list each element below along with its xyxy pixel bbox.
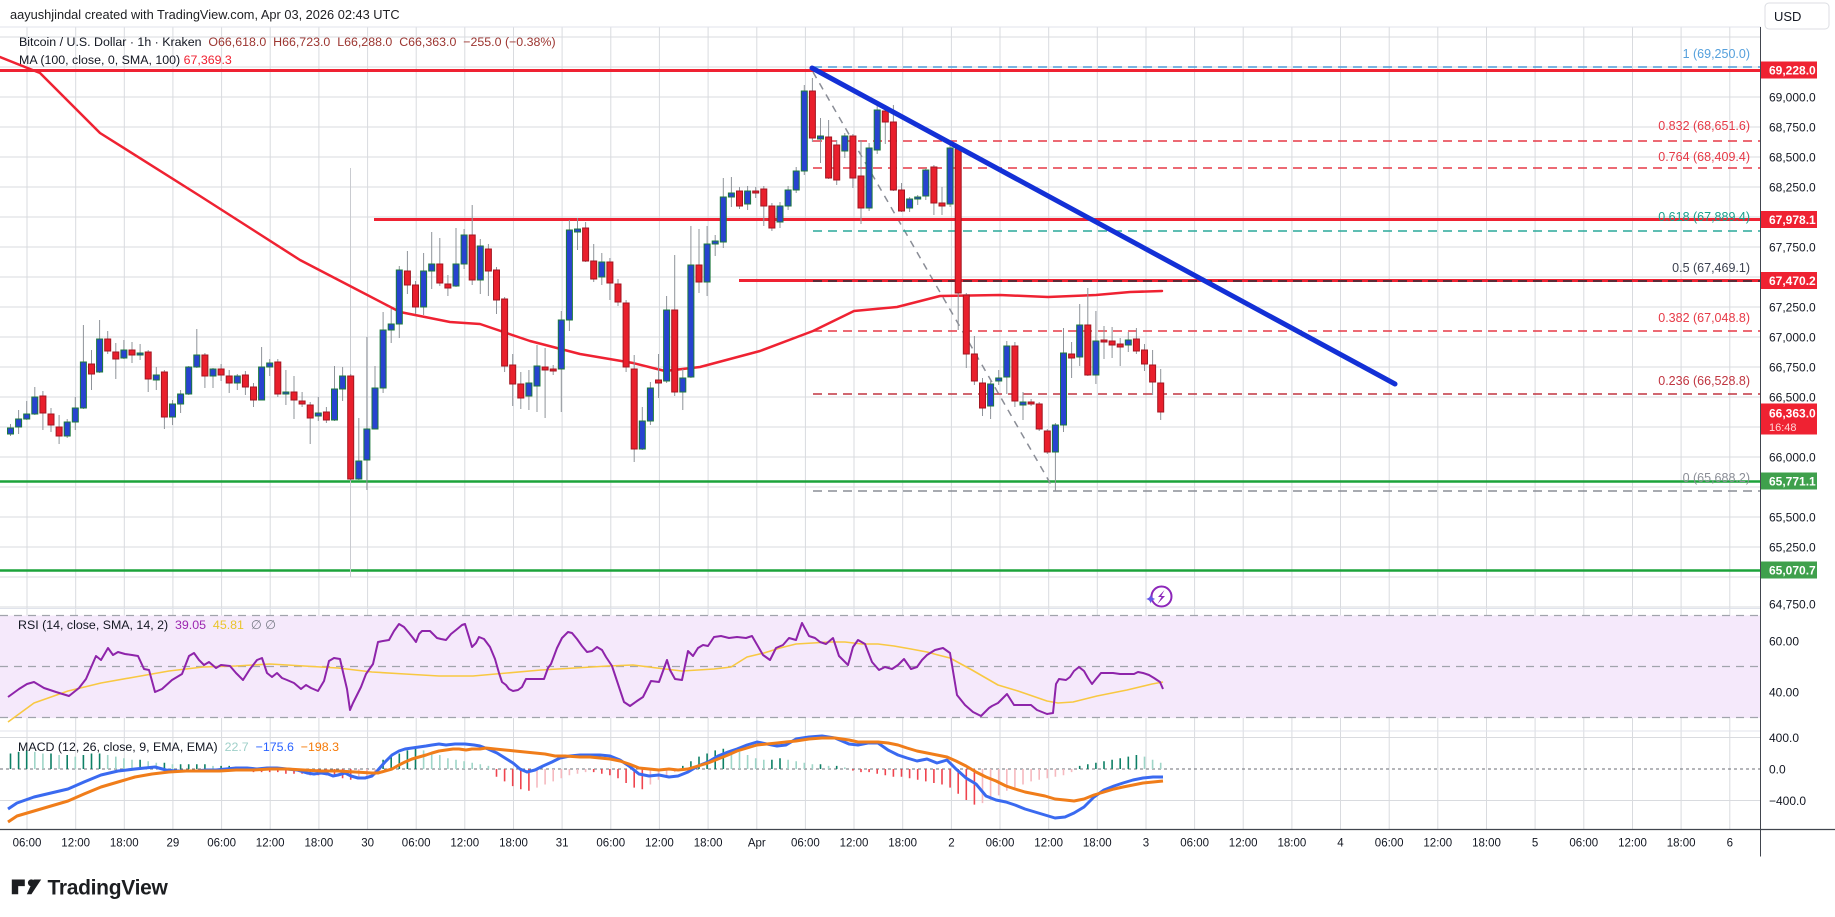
svg-text:06:00: 06:00 <box>1569 838 1598 850</box>
svg-text:69,228.0: 69,228.0 <box>1769 64 1816 78</box>
svg-text:67,470.2: 67,470.2 <box>1769 274 1816 288</box>
svg-text:18:00: 18:00 <box>1472 838 1501 850</box>
svg-text:67,000.0: 67,000.0 <box>1769 331 1816 345</box>
svg-text:0.236 (66,528.8): 0.236 (66,528.8) <box>1658 374 1750 388</box>
svg-text:06:00: 06:00 <box>402 838 431 850</box>
svg-text:6: 6 <box>1727 838 1733 850</box>
svg-text:12:00: 12:00 <box>61 838 90 850</box>
svg-text:31: 31 <box>556 838 569 850</box>
svg-text:67,250.0: 67,250.0 <box>1769 301 1816 315</box>
svg-text:18:00: 18:00 <box>694 838 723 850</box>
svg-text:18:00: 18:00 <box>110 838 139 850</box>
svg-text:06:00: 06:00 <box>13 838 42 850</box>
svg-text:65,500.0: 65,500.0 <box>1769 511 1816 525</box>
svg-text:400.0: 400.0 <box>1769 731 1799 745</box>
svg-text:06:00: 06:00 <box>596 838 625 850</box>
svg-text:30: 30 <box>361 838 374 850</box>
svg-text:0 (65,688.2): 0 (65,688.2) <box>1683 471 1750 485</box>
svg-text:12:00: 12:00 <box>840 838 869 850</box>
svg-text:18:00: 18:00 <box>1278 838 1307 850</box>
svg-text:USD: USD <box>1774 9 1801 24</box>
svg-text:68,750.0: 68,750.0 <box>1769 121 1816 135</box>
svg-text:MA (100, close, 0, SMA, 100) 6: MA (100, close, 0, SMA, 100) 67,369.3 <box>19 53 232 67</box>
svg-text:−400.0: −400.0 <box>1769 794 1806 808</box>
svg-text:aayushjindal created with Trad: aayushjindal created with TradingView.co… <box>10 7 400 22</box>
svg-text:69,000.0: 69,000.0 <box>1769 91 1816 105</box>
svg-text:65,250.0: 65,250.0 <box>1769 541 1816 555</box>
svg-text:64,750.0: 64,750.0 <box>1769 598 1816 612</box>
svg-text:0.618 (67,889.4): 0.618 (67,889.4) <box>1658 210 1750 224</box>
svg-text:12:00: 12:00 <box>256 838 285 850</box>
svg-text:12:00: 12:00 <box>450 838 479 850</box>
svg-text:0.5 (67,469.1): 0.5 (67,469.1) <box>1672 261 1750 275</box>
svg-text:12:00: 12:00 <box>1229 838 1258 850</box>
svg-text:3: 3 <box>1143 838 1149 850</box>
svg-text:18:00: 18:00 <box>499 838 528 850</box>
svg-text:12:00: 12:00 <box>1618 838 1647 850</box>
svg-text:65,070.7: 65,070.7 <box>1769 564 1816 578</box>
svg-text:68,500.0: 68,500.0 <box>1769 151 1816 165</box>
svg-text:66,750.0: 66,750.0 <box>1769 361 1816 375</box>
svg-text:Apr: Apr <box>748 838 766 850</box>
svg-text:0.0: 0.0 <box>1769 763 1786 777</box>
svg-text:67,750.0: 67,750.0 <box>1769 241 1816 255</box>
svg-text:67,978.1: 67,978.1 <box>1769 213 1816 227</box>
svg-text:06:00: 06:00 <box>1375 838 1404 850</box>
svg-text:MACD (12, 26, close, 9, EMA, E: MACD (12, 26, close, 9, EMA, EMA) 22.7 −… <box>18 740 339 754</box>
svg-text:66,363.0: 66,363.0 <box>1769 407 1816 421</box>
svg-text:18:00: 18:00 <box>1083 838 1112 850</box>
svg-text:18:00: 18:00 <box>888 838 917 850</box>
svg-text:60.00: 60.00 <box>1769 635 1799 649</box>
svg-text:0.832 (68,651.6): 0.832 (68,651.6) <box>1658 119 1750 133</box>
svg-text:0.764 (68,409.4): 0.764 (68,409.4) <box>1658 150 1750 164</box>
svg-text:1 (69,250.0): 1 (69,250.0) <box>1683 47 1750 61</box>
svg-text:12:00: 12:00 <box>1423 838 1452 850</box>
svg-text:18:00: 18:00 <box>1667 838 1696 850</box>
svg-text:12:00: 12:00 <box>1034 838 1063 850</box>
svg-text:4: 4 <box>1337 838 1344 850</box>
svg-text:Bitcoin / U.S. Dollar · 1h · K: Bitcoin / U.S. Dollar · 1h · Kraken O66,… <box>19 35 556 49</box>
svg-text:66,000.0: 66,000.0 <box>1769 451 1816 465</box>
svg-text:06:00: 06:00 <box>986 838 1015 850</box>
svg-text:06:00: 06:00 <box>207 838 236 850</box>
svg-text:06:00: 06:00 <box>1180 838 1209 850</box>
svg-text:65,771.1: 65,771.1 <box>1769 475 1816 489</box>
svg-text:2: 2 <box>948 838 954 850</box>
svg-text:18:00: 18:00 <box>305 838 334 850</box>
svg-text:66,500.0: 66,500.0 <box>1769 391 1816 405</box>
svg-text:RSI (14, close, SMA, 14, 2) 3: RSI (14, close, SMA, 14, 2) 39.05 45.81 … <box>18 618 276 632</box>
svg-text:16:48: 16:48 <box>1769 422 1797 434</box>
svg-text:0.382 (67,048.8): 0.382 (67,048.8) <box>1658 311 1750 325</box>
svg-text:29: 29 <box>167 838 180 850</box>
svg-text:40.00: 40.00 <box>1769 686 1799 700</box>
svg-text:06:00: 06:00 <box>791 838 820 850</box>
svg-text:12:00: 12:00 <box>645 838 674 850</box>
svg-text:5: 5 <box>1532 838 1538 850</box>
svg-text:68,250.0: 68,250.0 <box>1769 181 1816 195</box>
svg-text:TradingView: TradingView <box>48 877 169 900</box>
